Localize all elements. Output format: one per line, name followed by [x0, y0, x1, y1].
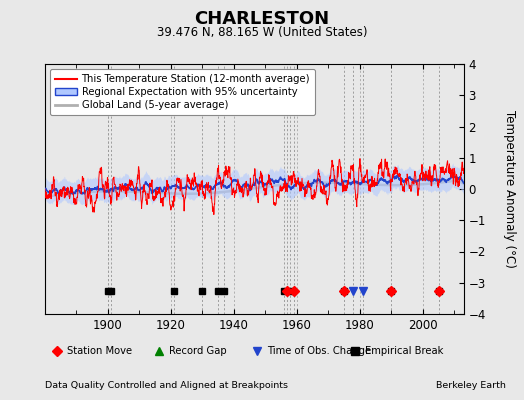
Text: Record Gap: Record Gap: [169, 346, 227, 356]
Text: Station Move: Station Move: [67, 346, 132, 356]
Text: Data Quality Controlled and Aligned at Breakpoints: Data Quality Controlled and Aligned at B…: [45, 381, 288, 390]
Y-axis label: Temperature Anomaly (°C): Temperature Anomaly (°C): [503, 110, 516, 268]
Text: Empirical Break: Empirical Break: [365, 346, 444, 356]
Text: 39.476 N, 88.165 W (United States): 39.476 N, 88.165 W (United States): [157, 26, 367, 39]
Legend: This Temperature Station (12-month average), Regional Expectation with 95% uncer: This Temperature Station (12-month avera…: [50, 69, 315, 115]
Text: CHARLESTON: CHARLESTON: [194, 10, 330, 28]
Text: Berkeley Earth: Berkeley Earth: [436, 381, 506, 390]
Text: Time of Obs. Change: Time of Obs. Change: [267, 346, 372, 356]
